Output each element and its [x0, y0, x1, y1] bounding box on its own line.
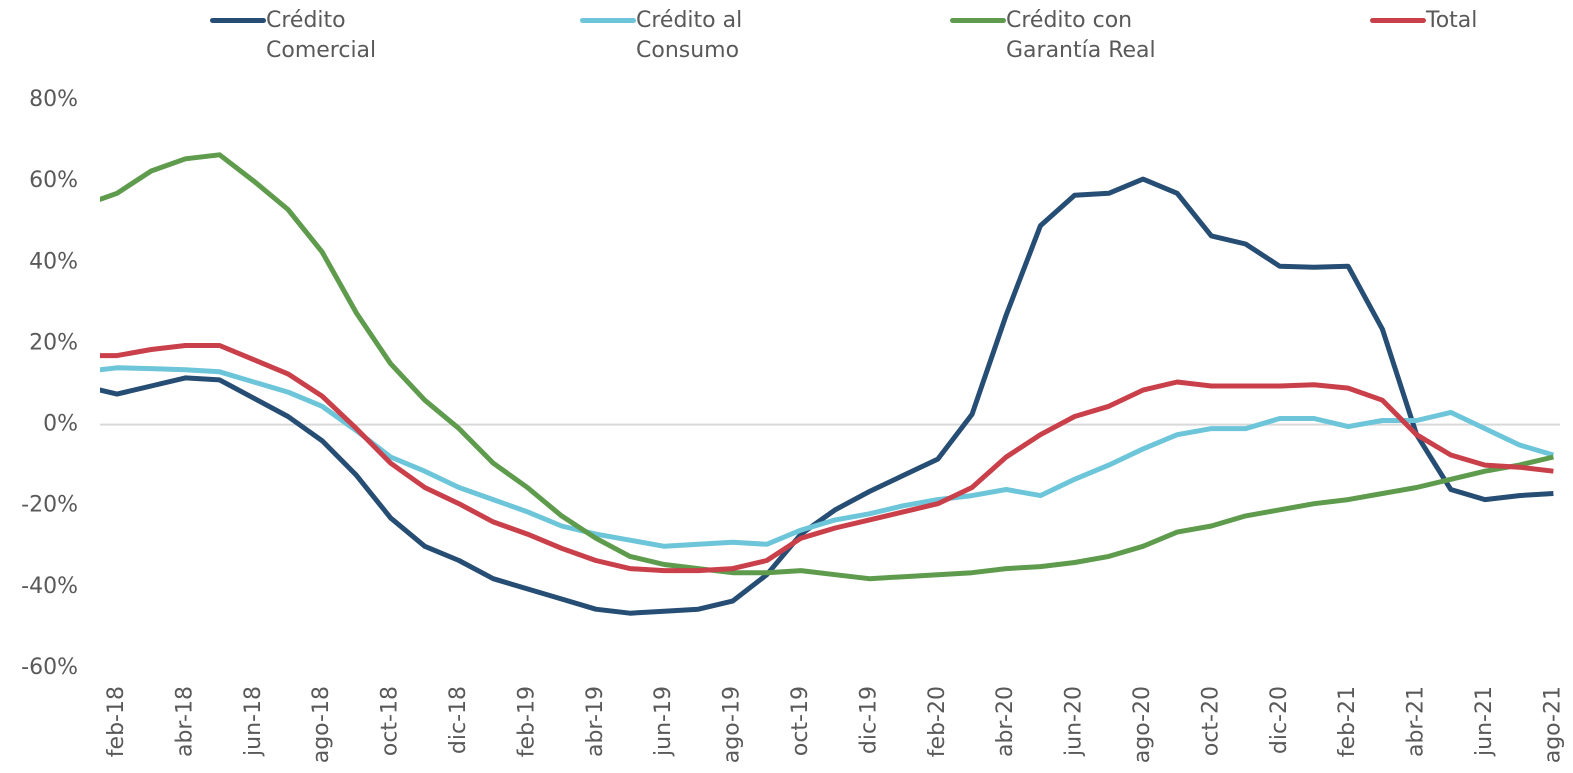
x-tick-label: ago-19: [720, 686, 745, 763]
legend-item: Crédito con Garantía Real: [950, 6, 1176, 66]
legend-item: Crédito Comercial: [210, 6, 436, 66]
y-tick-label: -20%: [21, 493, 78, 518]
y-tick-label: 80%: [29, 87, 78, 112]
y-tick-label: 60%: [29, 168, 78, 193]
x-tick-label: feb-21: [1335, 686, 1360, 757]
series-line: [100, 365, 1555, 549]
legend-item: Total: [1370, 6, 1573, 36]
x-tick-label: oct-19: [788, 686, 813, 756]
legend-swatch: [210, 18, 266, 23]
plot-area: [100, 152, 1555, 616]
x-tick-label: jun-19: [651, 686, 676, 757]
legend-item: Crédito al Consumo: [580, 6, 806, 66]
x-tick-label: abr-18: [172, 686, 197, 757]
x-tick-label: dic-19: [856, 686, 881, 754]
x-tick-label: abr-20: [993, 686, 1018, 757]
legend-label: Total: [1426, 8, 1478, 33]
x-tick-label: jun-21: [1472, 686, 1497, 757]
x-tick-label: jun-18: [241, 686, 266, 757]
x-tick-label: feb-19: [514, 686, 539, 757]
legend-swatch: [1370, 18, 1426, 23]
y-tick-label: 20%: [29, 330, 78, 355]
legend-label: Crédito con Garantía Real: [1006, 8, 1156, 63]
legend-swatch: [580, 18, 636, 23]
x-tick-label: feb-20: [925, 686, 950, 757]
series-line: [100, 176, 1554, 616]
legend-swatch: [950, 18, 1006, 23]
x-tick-label: dic-20: [1267, 686, 1292, 754]
x-tick-label: ago-20: [1130, 686, 1155, 763]
y-tick-label: 0%: [43, 412, 78, 437]
x-tick-label: oct-18: [378, 686, 403, 756]
y-tick-label: 40%: [29, 249, 78, 274]
x-tick-label: feb-18: [104, 686, 129, 757]
x-tick-label: ago-18: [309, 686, 334, 763]
legend-label: Crédito Comercial: [266, 8, 377, 63]
y-tick-label: -40%: [21, 574, 78, 599]
x-tick-label: ago-21: [1540, 686, 1565, 763]
x-tick-label: jun-20: [1062, 686, 1087, 757]
y-tick-label: -60%: [21, 655, 78, 680]
series-line: [100, 152, 1554, 582]
x-tick-label: abr-19: [583, 686, 608, 757]
x-tick-label: oct-20: [1198, 686, 1223, 756]
x-tick-label: dic-18: [446, 686, 471, 754]
series-line: [100, 343, 1554, 574]
x-tick-label: abr-21: [1404, 686, 1429, 757]
legend-label: Crédito al Consumo: [636, 8, 743, 63]
